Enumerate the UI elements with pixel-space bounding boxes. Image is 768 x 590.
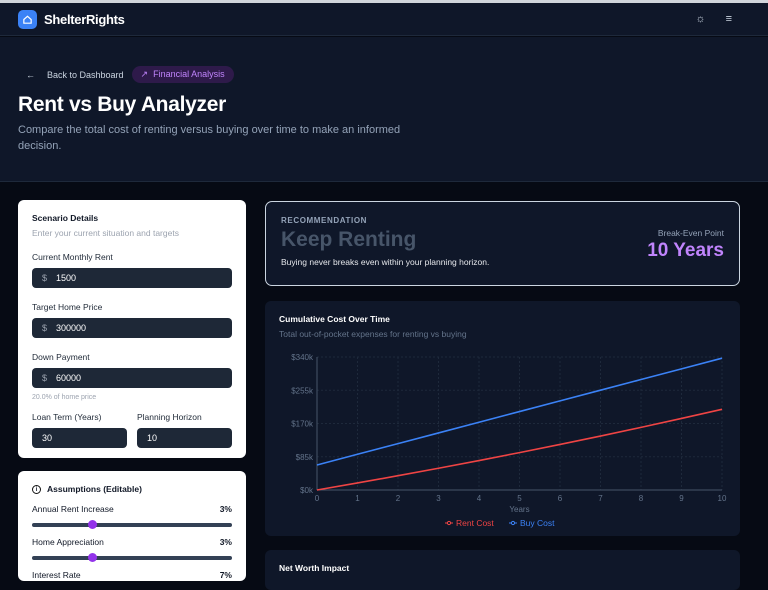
card-title: Scenario Details — [32, 213, 99, 223]
recommendation-value: Keep Renting — [281, 228, 417, 251]
cost-chart-card: Cumulative Cost Over Time Total out-of-p… — [265, 301, 740, 536]
term-input[interactable]: 30 — [32, 428, 127, 448]
chart-title: Cumulative Cost Over Time — [279, 314, 390, 324]
card-subtitle: Enter your current situation and targets — [32, 228, 179, 238]
x-tick-label: 6 — [558, 494, 563, 503]
series-line-rent-cost — [316, 408, 723, 491]
rent-increase-slider[interactable] — [32, 520, 232, 529]
y-tick-label: $255k — [291, 386, 314, 395]
slider-handle[interactable] — [88, 520, 97, 529]
page-title: Rent vs Buy Analyzer — [18, 93, 226, 116]
recommendation-card: RECOMMENDATION Keep Renting Buying never… — [265, 201, 740, 286]
dollar-icon: $ — [42, 373, 48, 383]
horizon-input[interactable]: 10 — [137, 428, 232, 448]
x-tick-label: 1 — [355, 494, 360, 503]
down-label: Down Payment — [32, 352, 90, 362]
x-tick-label: 3 — [436, 494, 441, 503]
legend-marker-dot — [446, 520, 452, 526]
chart-subtitle: Total out-of-pocket expenses for renting… — [279, 329, 467, 339]
legend-label: Rent Cost — [456, 518, 494, 528]
appreciation-slider[interactable] — [32, 553, 232, 562]
menu-icon[interactable]: ≡ — [725, 13, 732, 25]
rent-input[interactable]: $1500 — [32, 268, 232, 288]
x-tick-label: 5 — [517, 494, 522, 503]
assumptions-card: i Assumptions (Editable) Annual Rent Incr… — [18, 471, 246, 581]
x-tick-label: 2 — [396, 494, 401, 503]
page-header: ← Back to Dashboard ↗ Financial Analysis R… — [0, 37, 768, 182]
price-input[interactable]: $300000 — [32, 318, 232, 338]
y-tick-label: $170k — [291, 420, 314, 429]
slider-label: Interest Rate — [32, 570, 81, 580]
card-title: Assumptions (Editable) — [47, 484, 142, 494]
slider-handle[interactable] — [88, 553, 97, 562]
page-subtitle: Compare the total cost of renting versus… — [18, 124, 401, 152]
breadcrumb: ← Back to Dashboard ↗ Financial Analysis — [26, 66, 234, 83]
x-tick-label: 8 — [639, 494, 644, 503]
x-axis-label: Years — [509, 505, 529, 514]
home-icon[interactable] — [18, 9, 37, 29]
info-icon: i — [32, 484, 41, 494]
breakeven-value: 10 Years — [647, 240, 724, 261]
x-tick-label: 7 — [598, 494, 603, 503]
y-tick-label: $0k — [300, 486, 314, 495]
dollar-icon: $ — [42, 323, 48, 333]
trending-up-icon: ↗ — [140, 69, 149, 79]
recommendation-description: Buying never breaks even within your pla… — [281, 257, 490, 267]
price-value: 300000 — [56, 323, 87, 333]
slider-value: 7% — [219, 570, 232, 580]
net-worth-card: Net Worth Impact — [265, 550, 740, 590]
badge-label: Financial Analysis — [153, 69, 225, 79]
down-hint: 20.0% of home price — [32, 394, 97, 401]
term-label: Loan Term (Years) — [32, 412, 102, 422]
down-value: 60000 — [56, 373, 82, 383]
x-tick-label: 9 — [679, 494, 684, 503]
card-title: Net Worth Impact — [279, 563, 350, 573]
sun-icon[interactable]: ☼ — [695, 13, 706, 25]
down-input[interactable]: $60000 — [32, 368, 232, 388]
breakeven-label: Break-Even Point — [657, 228, 724, 238]
legend-marker-dot — [510, 520, 516, 526]
slider-value: 3% — [219, 537, 232, 547]
rent-value: 1500 — [56, 273, 77, 283]
cost-chart: $0k $85k $170k $255k $340k 0 1 2 3 4 5 6 7 8 9 10 Years R… — [291, 353, 727, 528]
rent-label: Current Monthly Rent — [32, 252, 113, 262]
scenario-card: Scenario Details Enter your current situ… — [18, 200, 246, 458]
brand-name[interactable]: ShelterRights — [44, 11, 125, 27]
slider-label: Annual Rent Increase — [32, 504, 114, 514]
back-link[interactable]: ← Back to Dashboard — [26, 70, 124, 80]
x-tick-label: 10 — [718, 494, 727, 503]
price-label: Target Home Price — [32, 302, 103, 312]
y-tick-label: $85k — [296, 453, 314, 462]
dollar-icon: $ — [42, 273, 48, 283]
slider-value: 3% — [219, 504, 232, 514]
navbar: ShelterRights ☼ ≡ — [0, 3, 768, 36]
horizon-value: 10 — [147, 433, 158, 443]
horizon-label: Planning Horizon — [137, 412, 202, 422]
slider-label: Home Appreciation — [32, 537, 104, 547]
series-line-buy-cost — [316, 357, 723, 466]
x-tick-label: 0 — [315, 494, 320, 503]
x-tick-label: 4 — [477, 494, 482, 503]
browser-edge — [0, 0, 768, 3]
category-badge: ↗ Financial Analysis — [131, 66, 234, 83]
arrow-left-icon: ← — [26, 69, 35, 80]
legend-label: Buy Cost — [520, 518, 555, 528]
recommendation-label: RECOMMENDATION — [281, 216, 368, 225]
y-tick-label: $340k — [291, 353, 314, 362]
term-value: 30 — [42, 433, 53, 443]
back-label: Back to Dashboard — [47, 69, 124, 80]
